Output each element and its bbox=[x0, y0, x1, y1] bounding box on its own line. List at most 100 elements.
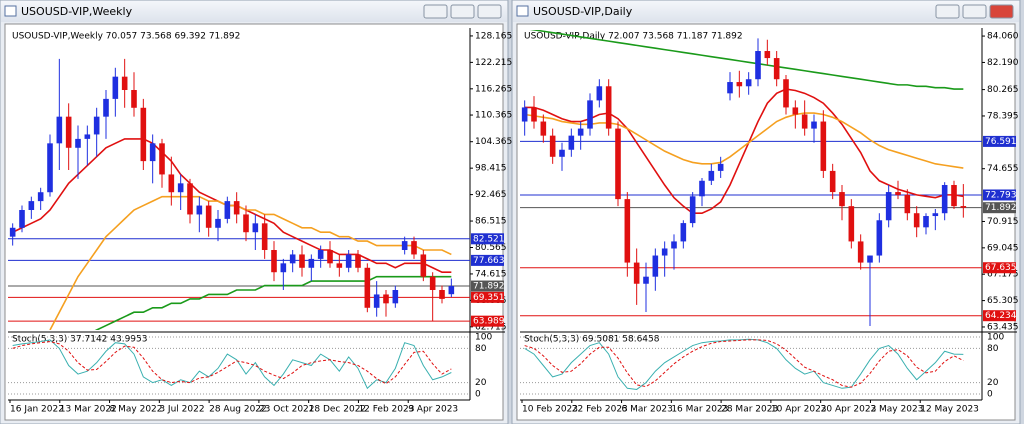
date-label: 18 Dec 2022 bbox=[309, 405, 367, 415]
level-label: 64.234 bbox=[985, 311, 1017, 321]
candle-body bbox=[867, 255, 873, 263]
candle-body bbox=[633, 262, 640, 284]
price-tick-label: 69.045 bbox=[987, 243, 1019, 253]
moving-average bbox=[94, 275, 452, 330]
level-label: 67.635 bbox=[985, 263, 1017, 273]
candle-body bbox=[411, 241, 417, 255]
candle-body bbox=[420, 254, 427, 277]
plot-area bbox=[520, 30, 982, 327]
candle-body bbox=[773, 58, 780, 80]
price-tick-label: 70.915 bbox=[987, 217, 1019, 227]
candle-body bbox=[857, 241, 864, 263]
candle-body bbox=[252, 223, 259, 233]
candle-body bbox=[47, 143, 53, 193]
candle-body bbox=[355, 254, 361, 268]
candle-body bbox=[196, 205, 203, 215]
stoch-line bbox=[524, 339, 964, 388]
level-label-bg bbox=[983, 310, 1016, 322]
level-label-bg bbox=[471, 233, 504, 245]
candle-body bbox=[904, 194, 911, 214]
candle-body bbox=[895, 192, 901, 195]
candle-body bbox=[140, 107, 147, 162]
candle-body bbox=[876, 220, 883, 256]
candle-body bbox=[941, 185, 948, 214]
candle-body bbox=[243, 214, 249, 233]
close-button[interactable] bbox=[989, 4, 1014, 19]
chart-panel bbox=[4, 23, 504, 421]
level-label-bg bbox=[471, 315, 504, 327]
date-label: 23 Oct 2022 bbox=[259, 405, 315, 415]
candle-body bbox=[121, 76, 128, 90]
candle-body bbox=[587, 100, 593, 129]
candle-body bbox=[913, 213, 920, 228]
stoch-tick-label: 0 bbox=[475, 390, 481, 400]
price-tick-label: 104.365 bbox=[475, 137, 512, 147]
candle-body bbox=[783, 79, 789, 108]
level-label-bg bbox=[471, 291, 504, 303]
restore-button[interactable] bbox=[450, 4, 475, 19]
candle-body bbox=[84, 134, 91, 139]
chart-window: USOUSD-VIP,Weekly USOUSD-VIP,Weekly 70.05… bbox=[0, 0, 512, 424]
close-button[interactable] bbox=[477, 4, 502, 19]
candle-body bbox=[75, 138, 81, 148]
stoch-tick-label: 100 bbox=[475, 333, 492, 343]
candle-body bbox=[224, 201, 231, 219]
candle-body bbox=[299, 254, 305, 268]
candle-body bbox=[261, 223, 268, 250]
restore-button[interactable] bbox=[962, 4, 987, 19]
date-label: 13 Mar 2022 bbox=[60, 405, 117, 415]
title-bar bbox=[513, 1, 1019, 22]
date-label: 12 Feb 2023 bbox=[358, 405, 414, 415]
stoch-tick-label: 20 bbox=[987, 378, 999, 388]
candle-body bbox=[317, 250, 324, 259]
candle-body bbox=[112, 76, 119, 99]
level-label-bg bbox=[471, 254, 504, 266]
date-label: 10 Apr 2023 bbox=[771, 405, 827, 415]
level-label: 71.892 bbox=[985, 203, 1017, 213]
stoch-tick-label: 0 bbox=[987, 390, 993, 400]
candle-body bbox=[549, 135, 556, 157]
moving-average bbox=[49, 195, 452, 330]
candle-body bbox=[671, 241, 677, 249]
level-label-bg bbox=[983, 189, 1016, 201]
candle-body bbox=[521, 107, 528, 122]
candle-body bbox=[168, 174, 175, 193]
minimize-button[interactable] bbox=[935, 4, 960, 19]
stoch-tick-label: 20 bbox=[475, 378, 487, 388]
stoch-tick-label: 80 bbox=[475, 344, 487, 354]
date-label: 3 Jul 2022 bbox=[159, 405, 204, 415]
candle-body bbox=[37, 192, 44, 202]
candle-body bbox=[19, 210, 25, 228]
date-label: 12 May 2023 bbox=[920, 405, 979, 415]
candle-body bbox=[680, 223, 687, 242]
date-label: 16 Mar 2023 bbox=[671, 405, 728, 415]
candle-body bbox=[811, 121, 817, 129]
candle-body bbox=[131, 90, 137, 108]
candle-body bbox=[745, 79, 752, 87]
candle-body bbox=[923, 216, 929, 228]
candle-body bbox=[205, 205, 212, 228]
chart-window: USOUSD-VIP,Daily USOUSD-VIP,Daily 72.007 … bbox=[511, 0, 1021, 424]
level-label: 69.351 bbox=[473, 293, 505, 303]
candle-body bbox=[736, 82, 743, 87]
level-label: 72.793 bbox=[985, 190, 1017, 200]
candle-body bbox=[187, 183, 193, 215]
candle-body bbox=[951, 185, 957, 207]
price-tick-label: 116.265 bbox=[475, 84, 512, 94]
price-tick-label: 82.190 bbox=[987, 58, 1019, 68]
moving-average bbox=[524, 88, 964, 215]
moving-average bbox=[529, 30, 964, 90]
level-label-bg bbox=[983, 202, 1016, 214]
candle-body bbox=[65, 116, 72, 148]
candle-body bbox=[531, 107, 537, 122]
candle-body bbox=[596, 86, 603, 101]
candle-body bbox=[755, 51, 761, 80]
level-label: 82.521 bbox=[473, 234, 505, 244]
date-label: 22 Feb 2023 bbox=[572, 405, 628, 415]
candle-body bbox=[280, 263, 287, 273]
candle-body bbox=[159, 143, 165, 175]
candle-body bbox=[56, 116, 63, 144]
candle-body bbox=[839, 192, 845, 207]
candle-body bbox=[439, 290, 445, 299]
minimize-button[interactable] bbox=[423, 4, 448, 19]
